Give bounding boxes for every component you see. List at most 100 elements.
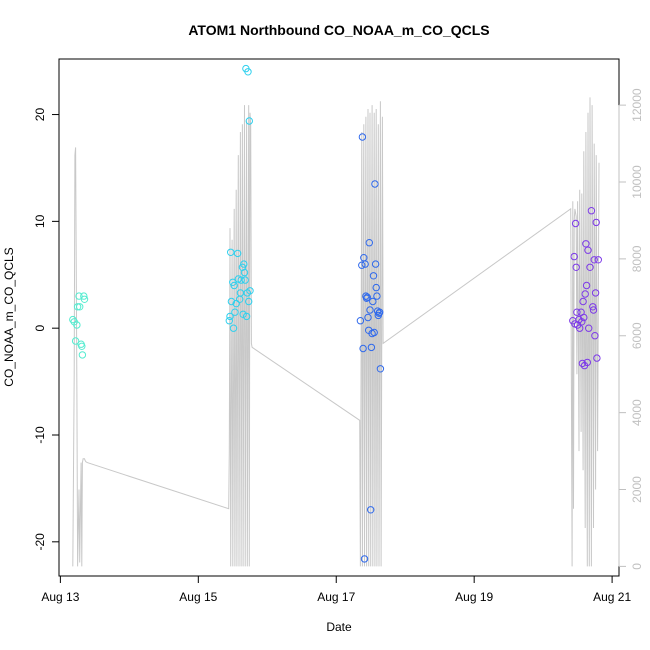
data-point-s1-20 bbox=[242, 312, 251, 321]
data-point-s3-24 bbox=[589, 306, 598, 314]
data-point-s3-23 bbox=[589, 303, 597, 311]
y2-tick-label: 6000 bbox=[630, 322, 644, 349]
data-point-s3-28 bbox=[592, 218, 600, 227]
data-point-s2-6 bbox=[361, 260, 369, 268]
data-point-s2-27 bbox=[376, 308, 384, 316]
data-point-s1-0 bbox=[225, 317, 234, 325]
data-point-s2-8 bbox=[362, 294, 371, 302]
x-tick-label: Aug 17 bbox=[317, 590, 355, 604]
y-tick-label: 10 bbox=[33, 214, 47, 228]
data-point-s2-19 bbox=[370, 328, 378, 337]
y2-tick-label: 12000 bbox=[630, 88, 644, 122]
data-point-s1-3 bbox=[227, 297, 236, 306]
y-tick-label: -10 bbox=[33, 426, 47, 444]
y-axis-right: 0 2000 4000 6000 8000 10000 12000 bbox=[618, 88, 644, 570]
data-point-s3-8 bbox=[576, 324, 584, 332]
data-point-s1-18 bbox=[241, 276, 249, 284]
data-point-s0-9 bbox=[78, 351, 87, 359]
data-point-s1-16 bbox=[240, 260, 248, 268]
data-point-s0-3 bbox=[73, 321, 81, 329]
data-point-s3-15 bbox=[581, 290, 589, 298]
chart-title: ATOM1 Northbound CO_NOAA_m_CO_QCLS bbox=[188, 22, 489, 38]
data-point-s0-11 bbox=[80, 295, 89, 303]
data-point-s2-15 bbox=[367, 343, 376, 352]
data-point-s2-21 bbox=[371, 260, 380, 268]
data-point-s2-3 bbox=[359, 344, 367, 353]
y-tick-label: -20 bbox=[33, 533, 47, 551]
data-point-s3-16 bbox=[582, 240, 590, 248]
data-point-s2-5 bbox=[360, 555, 369, 563]
data-point-s0-8 bbox=[78, 342, 86, 350]
data-point-s3-11 bbox=[578, 359, 587, 368]
data-point-s3-3 bbox=[571, 219, 580, 228]
secondary-series-layer bbox=[72, 97, 600, 567]
data-point-s1-23 bbox=[245, 297, 253, 306]
data-point-s2-1 bbox=[358, 261, 366, 269]
x-tick-label: Aug 19 bbox=[455, 590, 493, 604]
data-point-s1-22 bbox=[244, 68, 252, 76]
plot-frame bbox=[58, 58, 620, 577]
data-point-s3-19 bbox=[584, 246, 592, 254]
y2-tick-label: 0 bbox=[630, 563, 644, 570]
x-tick-label: Aug 21 bbox=[593, 590, 631, 604]
y-tick-label: 20 bbox=[33, 108, 47, 122]
y2-tick-label: 10000 bbox=[630, 165, 644, 199]
data-point-s3-17 bbox=[582, 281, 591, 290]
data-point-s1-12 bbox=[236, 289, 245, 297]
data-point-s2-10 bbox=[364, 313, 372, 322]
y2-tick-label: 8000 bbox=[630, 245, 644, 272]
data-point-s0-2 bbox=[71, 337, 80, 345]
data-point-s2-13 bbox=[366, 306, 374, 314]
data-point-s1-1 bbox=[226, 312, 234, 321]
data-point-s3-27 bbox=[591, 289, 600, 297]
data-point-s2-17 bbox=[369, 297, 377, 306]
points-layer bbox=[69, 64, 602, 563]
data-point-s1-5 bbox=[229, 324, 238, 332]
data-point-s1-6 bbox=[230, 281, 238, 290]
data-point-s2-22 bbox=[372, 283, 380, 292]
data-point-s2-9 bbox=[363, 293, 371, 301]
data-point-s3-26 bbox=[591, 332, 599, 340]
data-point-s3-20 bbox=[585, 324, 593, 332]
data-point-s3-10 bbox=[578, 318, 586, 326]
y-axis-label: CO_NOAA_m_CO_QCLS bbox=[2, 247, 16, 386]
data-point-s2-26 bbox=[375, 309, 383, 317]
data-point-s0-5 bbox=[75, 292, 83, 300]
data-point-s3-21 bbox=[586, 263, 594, 271]
data-point-s3-30 bbox=[594, 256, 602, 264]
data-point-s1-9 bbox=[233, 249, 242, 258]
data-point-s1-2 bbox=[227, 248, 235, 257]
data-point-s1-17 bbox=[240, 268, 249, 277]
y-axis-left: -20 -10 0 10 20 bbox=[33, 108, 60, 551]
x-axis-label: Date bbox=[326, 620, 352, 634]
data-point-s2-20 bbox=[371, 180, 379, 188]
x-tick-label: Aug 13 bbox=[41, 590, 79, 604]
data-point-s0-10 bbox=[80, 292, 88, 300]
data-point-s2-14 bbox=[367, 506, 375, 514]
data-point-s1-7 bbox=[231, 308, 239, 316]
data-point-s1-24 bbox=[245, 117, 254, 125]
data-point-s2-0 bbox=[356, 317, 365, 325]
y-tick-label: 0 bbox=[33, 325, 47, 332]
data-point-s2-28 bbox=[376, 365, 385, 373]
data-point-s0-6 bbox=[76, 303, 84, 311]
data-point-s2-12 bbox=[365, 239, 373, 247]
data-point-s3-25 bbox=[590, 256, 598, 264]
data-point-s3-22 bbox=[587, 207, 596, 215]
data-point-s3-1 bbox=[570, 252, 578, 261]
y2-tick-label: 4000 bbox=[630, 399, 644, 426]
data-point-s0-0 bbox=[69, 315, 77, 324]
data-point-s3-4 bbox=[572, 263, 580, 271]
data-point-s0-4 bbox=[73, 303, 82, 311]
x-axis: Aug 13 Aug 15 Aug 17 Aug 19 Aug 21 bbox=[41, 575, 631, 604]
data-point-s1-25 bbox=[246, 287, 254, 295]
data-point-s3-29 bbox=[593, 354, 601, 362]
secondary-series-line bbox=[72, 97, 600, 567]
data-point-s2-23 bbox=[373, 292, 381, 300]
data-point-s3-12 bbox=[579, 297, 587, 306]
data-point-s3-13 bbox=[580, 313, 588, 322]
data-point-s3-5 bbox=[573, 308, 581, 316]
data-point-s2-2 bbox=[358, 133, 367, 141]
data-point-s2-18 bbox=[369, 272, 378, 280]
